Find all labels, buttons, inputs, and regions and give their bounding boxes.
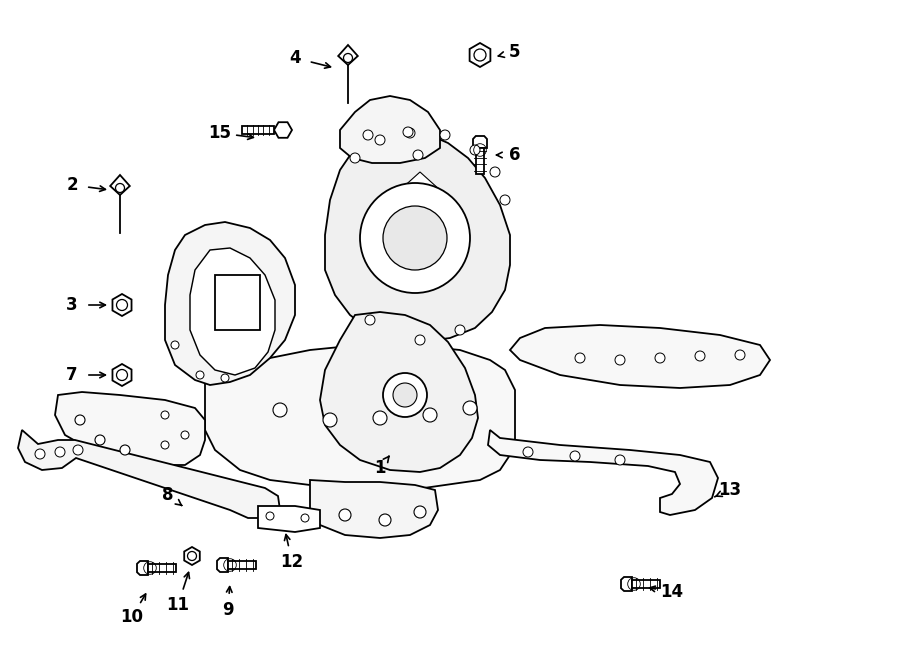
Circle shape [323, 413, 337, 427]
Polygon shape [148, 564, 176, 572]
Circle shape [423, 408, 437, 422]
Circle shape [116, 299, 128, 311]
Text: 5: 5 [509, 43, 521, 61]
Polygon shape [242, 126, 274, 134]
Circle shape [115, 184, 124, 192]
Polygon shape [184, 547, 200, 565]
Polygon shape [510, 325, 770, 388]
Polygon shape [137, 561, 148, 575]
Circle shape [383, 373, 427, 417]
Text: 4: 4 [289, 49, 301, 67]
Circle shape [161, 441, 169, 449]
Circle shape [695, 351, 705, 361]
Polygon shape [217, 558, 228, 572]
Circle shape [360, 183, 470, 293]
Polygon shape [110, 175, 130, 195]
Polygon shape [274, 122, 292, 137]
Circle shape [570, 451, 580, 461]
Polygon shape [320, 312, 478, 472]
Polygon shape [258, 506, 320, 532]
Circle shape [523, 447, 533, 457]
Polygon shape [165, 222, 295, 385]
Circle shape [221, 374, 229, 382]
Circle shape [339, 509, 351, 521]
Circle shape [414, 506, 426, 518]
Polygon shape [473, 136, 487, 148]
Circle shape [187, 551, 196, 561]
Circle shape [470, 145, 480, 155]
Circle shape [120, 445, 130, 455]
Circle shape [405, 128, 415, 138]
Circle shape [161, 411, 169, 419]
Circle shape [116, 369, 128, 381]
Circle shape [474, 49, 486, 61]
Circle shape [463, 401, 477, 415]
Circle shape [301, 514, 309, 522]
Circle shape [500, 195, 510, 205]
Circle shape [95, 435, 105, 445]
Circle shape [415, 335, 425, 345]
Text: 15: 15 [209, 124, 231, 142]
Circle shape [181, 431, 189, 439]
Circle shape [655, 353, 665, 363]
Text: 6: 6 [509, 146, 521, 164]
Text: 14: 14 [661, 583, 684, 601]
Polygon shape [340, 96, 440, 163]
Circle shape [266, 512, 274, 520]
Polygon shape [228, 561, 256, 569]
Polygon shape [470, 43, 490, 67]
Polygon shape [325, 130, 510, 342]
Polygon shape [621, 577, 632, 591]
Circle shape [379, 514, 391, 526]
Circle shape [375, 135, 385, 145]
Circle shape [55, 447, 65, 457]
Text: 10: 10 [121, 608, 143, 626]
Circle shape [75, 415, 85, 425]
Text: 12: 12 [281, 553, 303, 571]
Polygon shape [400, 172, 440, 230]
Text: 8: 8 [162, 486, 174, 504]
Text: 11: 11 [166, 596, 190, 614]
Circle shape [344, 54, 353, 63]
Circle shape [735, 350, 745, 360]
Polygon shape [632, 580, 660, 588]
Circle shape [365, 315, 375, 325]
Text: 13: 13 [718, 481, 742, 499]
Polygon shape [112, 364, 131, 386]
Circle shape [171, 341, 179, 349]
Polygon shape [338, 45, 358, 65]
Polygon shape [215, 275, 260, 330]
Polygon shape [112, 294, 131, 316]
Circle shape [196, 371, 204, 379]
Polygon shape [205, 345, 515, 490]
Circle shape [393, 383, 417, 407]
Circle shape [73, 445, 83, 455]
Text: 7: 7 [67, 366, 77, 384]
Circle shape [615, 355, 625, 365]
Polygon shape [310, 480, 438, 538]
Circle shape [615, 455, 625, 465]
Text: 9: 9 [222, 601, 234, 619]
Circle shape [383, 206, 447, 270]
Circle shape [363, 130, 373, 140]
Polygon shape [18, 430, 280, 518]
Circle shape [575, 353, 585, 363]
Text: 3: 3 [67, 296, 77, 314]
Circle shape [403, 127, 413, 137]
Polygon shape [190, 248, 275, 375]
Text: 2: 2 [67, 176, 77, 194]
Text: 1: 1 [374, 459, 386, 477]
Circle shape [350, 153, 360, 163]
Circle shape [490, 167, 500, 177]
Circle shape [273, 403, 287, 417]
Circle shape [35, 449, 45, 459]
Polygon shape [55, 392, 205, 465]
Circle shape [373, 411, 387, 425]
Polygon shape [476, 148, 484, 174]
Circle shape [440, 130, 450, 140]
Circle shape [455, 325, 465, 335]
Polygon shape [488, 430, 718, 515]
Circle shape [413, 150, 423, 160]
